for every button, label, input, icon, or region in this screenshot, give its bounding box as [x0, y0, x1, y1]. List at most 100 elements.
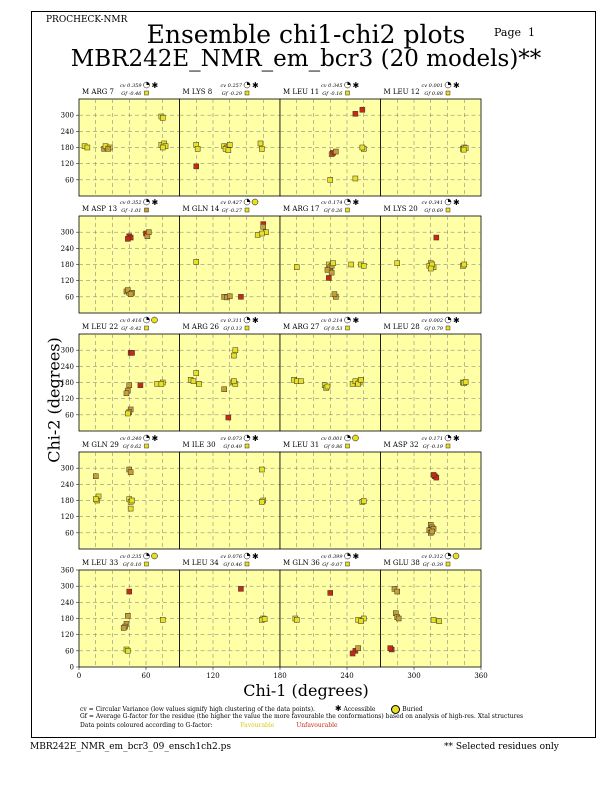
data-point	[460, 146, 467, 153]
footer-filename: MBR242E_NMR_em_bcr3_09_ensch1ch2.ps	[30, 742, 231, 752]
data-point	[461, 261, 467, 268]
accessible-icon: ✱	[252, 81, 259, 90]
y-tick-label: 180	[61, 261, 74, 269]
gf-colour-square	[244, 443, 250, 449]
data-point	[355, 381, 361, 387]
panel-cv-value: cv 0.359	[120, 83, 142, 89]
program-name: PROCHECK-NMR	[46, 15, 128, 25]
cv-pie-wedge-icon	[448, 199, 451, 202]
x-tick-label: 360	[474, 672, 487, 680]
gf-colour-square	[445, 325, 451, 331]
gf-colour-square	[244, 325, 250, 331]
gf-colour-square	[244, 90, 250, 96]
gf-colour-square	[144, 443, 149, 449]
data-point	[428, 265, 434, 272]
cv-pie-wedge-icon	[448, 553, 451, 556]
panel-gf-value: Gf 0.10	[123, 562, 142, 568]
data-point	[146, 229, 152, 235]
y-tick-label: 60	[65, 411, 74, 419]
data-point	[394, 260, 400, 266]
gf-colour-square	[345, 325, 350, 331]
panel-residue-label: M LEU 33	[82, 559, 118, 567]
gf-colour-square	[144, 90, 149, 96]
y-tick-label: 300	[61, 112, 74, 120]
data-point	[125, 613, 131, 619]
legend-accessible: Accessible	[343, 706, 376, 713]
data-point	[328, 269, 335, 276]
panel-gf-value: Gf -0.19	[423, 444, 444, 450]
y-tick-label: 240	[61, 481, 74, 489]
data-point	[429, 528, 435, 535]
panel-cv-value: cv 0.427	[220, 200, 242, 206]
data-point	[358, 377, 364, 383]
gf-colour-square	[244, 561, 250, 567]
footer-note: ** Selected residues only	[444, 742, 559, 752]
data-point	[324, 383, 331, 390]
panel-gf-value: Gf 0.79	[424, 326, 443, 332]
panel-residue-label: M GLU 38	[384, 559, 420, 567]
panel-residue-label: M ARG 17	[283, 205, 319, 213]
y-tick-label: 360	[61, 567, 74, 575]
panel-gf-value: Gf 0.26	[324, 208, 343, 214]
data-point	[387, 645, 394, 651]
y-tick-label: 300	[61, 465, 74, 473]
data-point	[359, 144, 366, 151]
data-point	[260, 224, 266, 230]
panel-cv-value: cv 0.312	[421, 554, 443, 560]
y-tick-label: 120	[61, 513, 74, 521]
panel-cv-value: cv 0.345	[321, 83, 343, 89]
data-point	[129, 497, 135, 504]
cv-pie-wedge-icon	[247, 317, 250, 320]
data-point	[129, 350, 135, 356]
data-point	[294, 264, 300, 270]
gf-colour-square	[445, 443, 451, 449]
data-point	[326, 275, 332, 281]
cv-pie-wedge-icon	[347, 199, 351, 202]
data-point	[126, 588, 132, 595]
legend-favourable: Favourable	[240, 722, 275, 729]
y-tick-label: 240	[61, 363, 74, 371]
cv-pie-wedge-icon	[247, 553, 250, 556]
data-point	[194, 146, 201, 152]
data-point	[84, 144, 91, 151]
panel-cv-value: cv 0.076	[220, 554, 242, 560]
data-point	[125, 648, 131, 654]
y-tick-label: 60	[65, 647, 74, 655]
data-point	[349, 650, 356, 657]
data-point	[327, 177, 333, 183]
legend-cv-line: cv = Circular Variance (low values signi…	[80, 704, 423, 714]
accessible-icon: ✱	[252, 552, 259, 561]
data-point	[137, 382, 144, 388]
panel-gf-value: Gf 0.53	[324, 326, 343, 332]
cv-pie-wedge-icon	[247, 82, 250, 85]
panel-residue-label: M LEU 11	[283, 88, 319, 96]
y-tick-label: 60	[65, 176, 74, 184]
legend-cv-text: cv = Circular Variance (low values signi…	[80, 706, 315, 713]
panel-cv-value: cv 0.341	[421, 200, 443, 206]
chart-subtitle: MBR242E_NMR_em_bcr3 (20 models)**	[70, 46, 542, 72]
panel-residue-label: M LEU 34	[183, 559, 220, 567]
x-tick-label: 120	[206, 672, 219, 680]
panel-gf-value: Gf 0.69	[424, 208, 443, 214]
data-point	[127, 469, 134, 475]
accessible-icon: ✱	[152, 198, 159, 207]
buried-icon	[151, 316, 158, 324]
data-point	[126, 382, 132, 388]
accessible-icon: ✱	[453, 81, 460, 90]
panel-gf-value: Gf 0.46	[223, 562, 242, 568]
data-point	[190, 378, 197, 384]
data-point	[394, 588, 400, 595]
panel-gf-value: Gf 0.88	[424, 91, 443, 97]
panel-residue-label: M ASP 13	[82, 205, 117, 213]
y-tick-label: 60	[65, 529, 74, 537]
panel-residue-label: M GLN 36	[283, 559, 320, 567]
data-point	[436, 618, 442, 624]
gf-colour-square	[144, 207, 149, 213]
data-point	[160, 115, 166, 121]
cv-pie-wedge-icon	[247, 435, 250, 438]
panel-residue-label: M ARG 7	[82, 88, 114, 96]
panel-cv-value: cv 0.214	[321, 318, 343, 324]
data-point	[331, 291, 338, 297]
cv-pie-wedge-icon	[347, 435, 351, 438]
data-point	[125, 410, 131, 417]
